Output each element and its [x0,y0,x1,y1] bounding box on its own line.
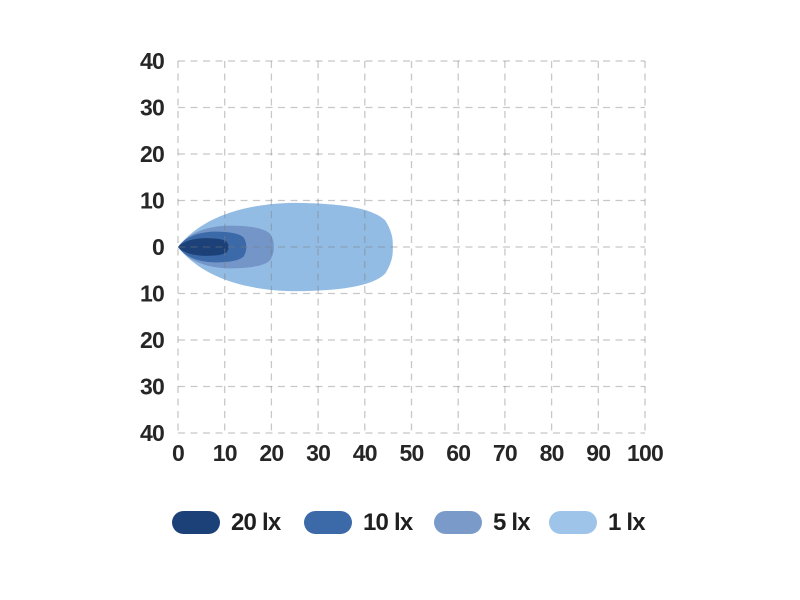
isolux-lobe-20lx [178,238,229,256]
legend-swatch-5lx [434,510,482,534]
y-tick-label: 20 [140,327,164,353]
legend-label: 1 lx [608,508,646,536]
x-tick-label: 40 [353,440,377,466]
y-tick-label: 10 [140,188,164,214]
x-tick-label: 60 [446,440,470,466]
legend-item-5lx: 5 lx [434,508,531,536]
grid [177,60,646,434]
x-tick-label: 0 [172,440,184,466]
x-tick-label: 20 [259,440,283,466]
legend-label: 20 lx [231,508,281,536]
y-tick-label: 30 [140,374,164,400]
x-tick-label: 100 [627,440,663,466]
y-tick-label: 10 [140,281,164,307]
x-tick-label: 10 [213,440,237,466]
beam-lobes [178,202,393,292]
y-tick-label: 30 [140,95,164,121]
legend-item-20lx: 20 lx [172,508,281,536]
legend-swatch-20lx [172,510,220,534]
x-tick-label: 80 [540,440,564,466]
legend-swatch-1lx [549,510,597,534]
legend-item-1lx: 1 lx [549,508,646,536]
y-tick-label: 40 [140,420,164,446]
legend-label: 5 lx [493,508,531,536]
x-tick-label: 50 [400,440,424,466]
y-axis-tick-labels: 40 30 20 10 0 10 20 30 40 [140,48,165,446]
isolux-lobe-1lx [178,202,393,292]
legend-swatch-10lx [304,510,352,534]
x-tick-label: 30 [306,440,330,466]
legend-item-10lx: 10 lx [304,508,413,536]
y-tick-label: 40 [140,48,164,74]
x-tick-label: 90 [586,440,610,466]
legend-label: 10 lx [363,508,413,536]
x-tick-label: 70 [493,440,517,466]
y-tick-label: 20 [140,141,164,167]
y-tick-label: 0 [152,234,164,260]
x-axis-tick-labels: 0 10 20 30 40 50 60 70 80 90 100 [172,440,664,466]
